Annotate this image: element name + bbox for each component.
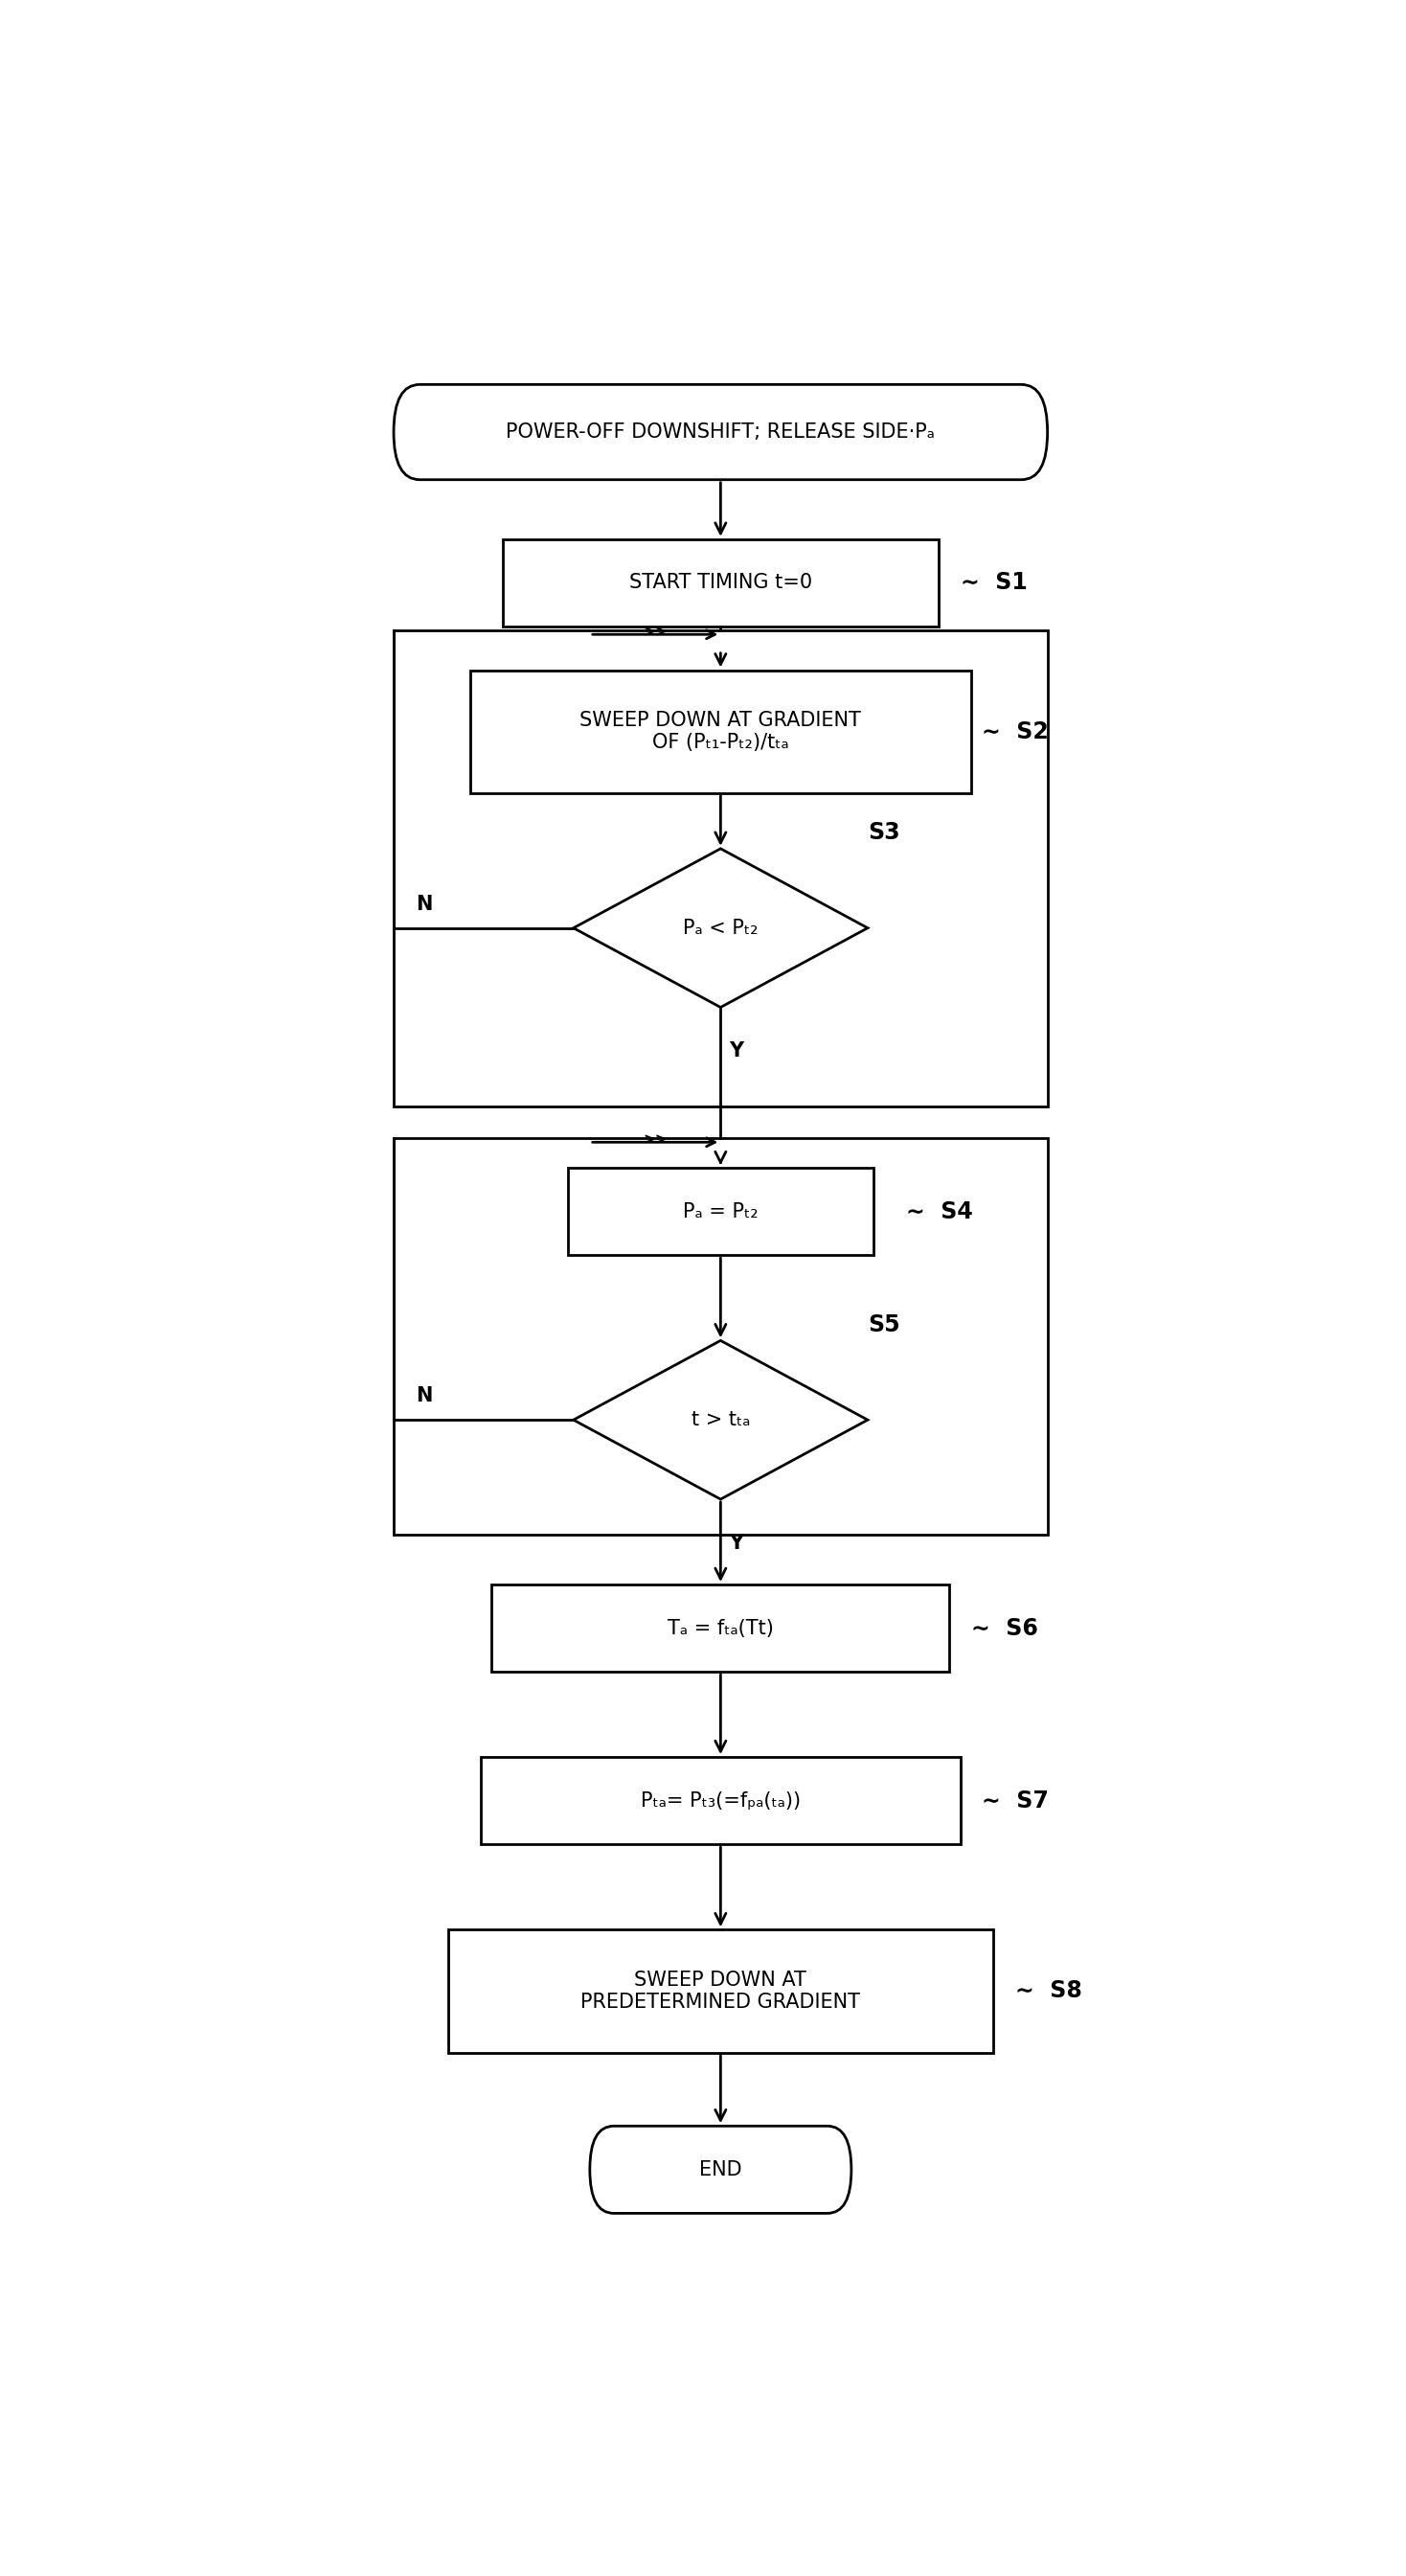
Text: N: N [416, 894, 432, 914]
Text: ∼  S6: ∼ S6 [972, 1618, 1038, 1641]
Text: Pₜₐ= Pₜ₃(=fₚₐ(ₜₐ)): Pₜₐ= Pₜ₃(=fₚₐ(ₜₐ)) [641, 1790, 800, 1811]
Text: N: N [416, 1386, 432, 1406]
Text: S3: S3 [868, 822, 900, 845]
Text: ∼  S4: ∼ S4 [905, 1200, 973, 1224]
Text: Tₐ = fₜₐ(Tt): Tₐ = fₜₐ(Tt) [668, 1618, 773, 1638]
FancyBboxPatch shape [449, 1929, 993, 2053]
FancyBboxPatch shape [591, 2125, 852, 2213]
Text: Pₐ < Pₜ₂: Pₐ < Pₜ₂ [683, 920, 758, 938]
FancyBboxPatch shape [481, 1757, 960, 1844]
FancyBboxPatch shape [394, 384, 1047, 479]
Text: SWEEP DOWN AT
PREDETERMINED GRADIENT: SWEEP DOWN AT PREDETERMINED GRADIENT [581, 1971, 860, 2012]
Text: SWEEP DOWN AT GRADIENT
OF (Pₜ₁-Pₜ₂)/tₜₐ: SWEEP DOWN AT GRADIENT OF (Pₜ₁-Pₜ₂)/tₜₐ [579, 711, 862, 752]
Text: POWER-OFF DOWNSHIFT; RELEASE SIDE·Pₐ: POWER-OFF DOWNSHIFT; RELEASE SIDE·Pₐ [506, 422, 935, 440]
Text: >>: >> [643, 1133, 668, 1146]
Text: ∼  S2: ∼ S2 [983, 721, 1049, 742]
Text: S5: S5 [868, 1314, 900, 1337]
Text: ∼  S1: ∼ S1 [960, 572, 1028, 595]
Polygon shape [574, 1340, 868, 1499]
FancyBboxPatch shape [502, 538, 939, 626]
Text: ∼  S7: ∼ S7 [983, 1790, 1049, 1814]
Polygon shape [574, 848, 868, 1007]
Text: t > tₜₐ: t > tₜₐ [692, 1409, 749, 1430]
Text: END: END [699, 2161, 742, 2179]
Text: START TIMING t=0: START TIMING t=0 [628, 574, 813, 592]
Text: Y: Y [730, 1041, 744, 1061]
Text: Y: Y [730, 1533, 744, 1553]
Text: >>: >> [643, 626, 668, 639]
Bar [394, 1139, 1047, 1535]
Bar [394, 631, 1047, 1108]
Text: Pₐ = Pₜ₂: Pₐ = Pₜ₂ [683, 1203, 758, 1221]
Text: ∼  S8: ∼ S8 [1015, 1978, 1081, 2002]
FancyBboxPatch shape [492, 1584, 949, 1672]
FancyBboxPatch shape [568, 1167, 873, 1255]
FancyBboxPatch shape [470, 670, 972, 793]
